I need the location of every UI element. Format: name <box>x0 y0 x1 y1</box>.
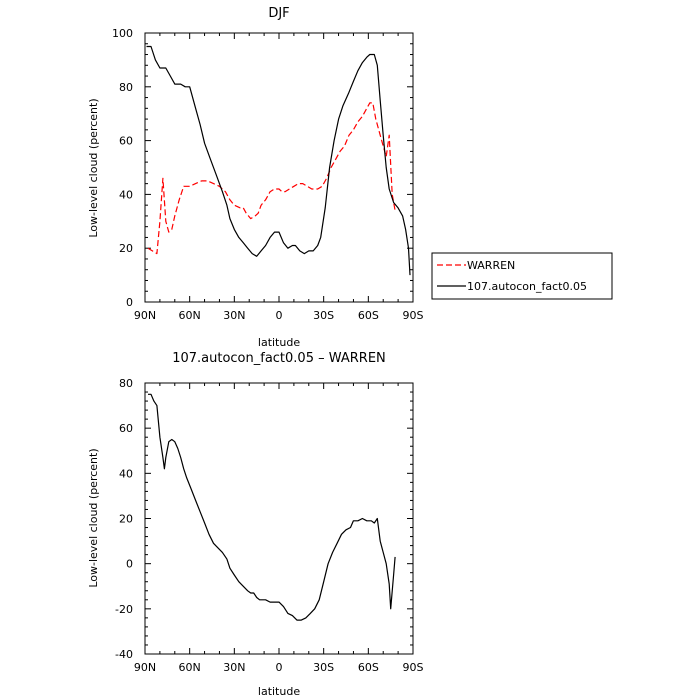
top-panel-lines <box>146 45 411 276</box>
series-line-107-autocon-fact0-05 <box>146 45 411 276</box>
y-tick-label: 0 <box>126 296 133 309</box>
x-tick-label: 60N <box>179 309 201 322</box>
y-tick-label: -20 <box>115 603 133 616</box>
y-tick-label: 60 <box>119 422 133 435</box>
x-tick-label: 90S <box>403 309 424 322</box>
x-tick-label: 90N <box>134 309 156 322</box>
y-tick-label: 60 <box>119 135 133 148</box>
top-panel-ylabel: Low-level cloud (percent) <box>87 98 100 237</box>
x-tick-label: 30S <box>313 661 334 674</box>
series-line-warren <box>147 102 396 255</box>
x-tick-label: 30N <box>223 661 245 674</box>
y-tick-label: 0 <box>126 558 133 571</box>
bottom-panel-ticks: 90N 60N 30N 0 30S 60S 90S -40 -20 0 20 40 60 80 <box>115 377 423 674</box>
x-tick-label: 90S <box>403 661 424 674</box>
y-tick-label: 20 <box>119 242 133 255</box>
y-tick-label: -40 <box>115 648 133 661</box>
x-tick-label: 0 <box>276 661 283 674</box>
legend-box <box>431 252 613 300</box>
top-panel-frame <box>144 32 414 303</box>
top-panel-title: DJF <box>268 6 289 21</box>
x-tick-label: 60S <box>358 309 379 322</box>
x-tick-label: 60N <box>179 661 201 674</box>
y-tick-label: 80 <box>119 81 133 94</box>
x-tick-label: 90N <box>134 661 156 674</box>
x-tick-label: 0 <box>276 309 283 322</box>
legend-label-autocon: 107.autocon_fact0.05 <box>467 280 587 293</box>
x-tick-label: 60S <box>358 661 379 674</box>
legend-label-warren: WARREN <box>467 259 515 272</box>
x-tick-label: 30N <box>223 309 245 322</box>
legend: WARREN 107.autocon_fact0.05 <box>431 252 613 300</box>
bottom-panel: 107.autocon_fact0.05 – WARREN Low-level … <box>87 351 424 698</box>
top-panel: DJF Low-level cloud (percent) latitude 9… <box>87 6 424 349</box>
x-tick-label: 30S <box>313 309 334 322</box>
series-line-diff-0 <box>148 393 396 621</box>
bottom-panel-lines <box>148 393 396 621</box>
bottom-panel-frame <box>144 382 414 655</box>
y-tick-label: 20 <box>119 513 133 526</box>
bottom-panel-ylabel: Low-level cloud (percent) <box>87 448 100 587</box>
y-tick-label: 80 <box>119 377 133 390</box>
top-panel-ticks: 90N 60N 30N 0 30S 60S 90S 0 20 40 60 80 100 <box>112 27 424 322</box>
y-tick-label: 40 <box>119 467 133 480</box>
y-tick-label: 40 <box>119 188 133 201</box>
bottom-panel-xlabel: latitude <box>258 685 300 698</box>
top-panel-xlabel: latitude <box>258 336 300 349</box>
y-tick-label: 100 <box>112 27 133 40</box>
bottom-panel-title: 107.autocon_fact0.05 – WARREN <box>172 351 386 366</box>
